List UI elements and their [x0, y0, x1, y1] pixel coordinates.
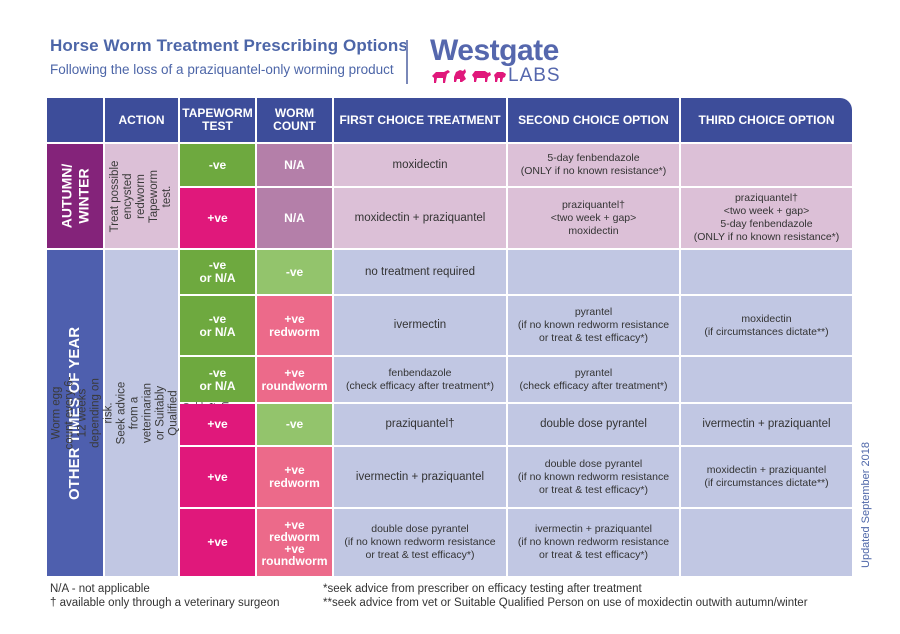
first-choice-cell: moxidectin [334, 144, 506, 186]
worm-count-result: +ve redworm [257, 447, 332, 507]
tapeworm-result: -ve or N/A [180, 357, 255, 402]
col-worm-count: WORM COUNT [257, 98, 332, 142]
worm-count-result: +ve redworm [257, 296, 332, 355]
footnote-star: *seek advice from prescriber on efficacy… [323, 583, 642, 595]
page-subtitle: Following the loss of a praziquantel-onl… [50, 62, 394, 77]
tapeworm-result: +ve [180, 188, 255, 248]
col-second-choice: SECOND CHOICE OPTION [508, 98, 679, 142]
animals-icon [432, 69, 506, 83]
footnote-na: N/A - not applicable [50, 583, 150, 595]
worm-count-result: N/A [257, 188, 332, 248]
second-choice-cell: pyrantel (if no known redworm resistance… [508, 296, 679, 355]
first-choice-cell: moxidectin + praziquantel [334, 188, 506, 248]
third-choice-cell [681, 357, 852, 402]
tapeworm-result: -ve [180, 144, 255, 186]
page-title: Horse Worm Treatment Prescribing Options [50, 36, 408, 55]
col-first-choice: FIRST CHOICE TREATMENT [334, 98, 506, 142]
first-choice-cell: double dose pyrantel (if no known redwor… [334, 509, 506, 576]
third-choice-cell: moxidectin + praziquantel (if circumstan… [681, 447, 852, 507]
third-choice-cell: moxidectin (if circumstances dictate**) [681, 296, 852, 355]
worm-count-result: +ve roundworm [257, 357, 332, 402]
first-choice-cell: ivermectin [334, 296, 506, 355]
worm-count-result: -ve [257, 250, 332, 294]
footnote-double-star: **seek advice from vet or Suitable Quali… [323, 597, 808, 609]
logo-labs: LABS [508, 65, 561, 86]
header-divider [406, 40, 408, 84]
first-choice-cell: no treatment required [334, 250, 506, 294]
action-other: Worm egg count every 6-12 weeks dependin… [51, 250, 232, 576]
tapeworm-result: +ve [180, 509, 255, 576]
third-choice-cell: praziquantel† <two week + gap> 5-day fen… [681, 188, 852, 248]
westgate-labs-logo: Westgate LABS [430, 34, 580, 86]
tapeworm-result: +ve [180, 447, 255, 507]
tapeworm-result: -ve or N/A [180, 296, 255, 355]
second-choice-cell [508, 250, 679, 294]
third-choice-cell [681, 509, 852, 576]
worm-count-result: N/A [257, 144, 332, 186]
col-third-choice: THIRD CHOICE OPTION [681, 98, 852, 142]
first-choice-cell: fenbendazole (check efficacy after treat… [334, 357, 506, 402]
second-choice-cell: praziquantel† <two week + gap> moxidecti… [508, 188, 679, 248]
second-choice-cell: double dose pyrantel [508, 404, 679, 445]
autumn-winter-label: AUTUMN/ WINTER [58, 163, 92, 229]
section-autumn-winter: AUTUMN/ WINTER [47, 144, 103, 248]
updated-note: Updated September 2018 [860, 442, 873, 568]
col-action: ACTION [105, 98, 178, 142]
third-choice-cell [681, 144, 852, 186]
second-choice-cell: pyrantel (check efficacy after treatment… [508, 357, 679, 402]
worm-count-result: +ve redworm +ve roundworm [257, 509, 332, 576]
tapeworm-result: -ve or N/A [180, 250, 255, 294]
footnote-dagger: † available only through a veterinary su… [50, 597, 280, 609]
second-choice-cell: 5-day fenbendazole (ONLY if no known res… [508, 144, 679, 186]
first-choice-cell: praziquantel† [334, 404, 506, 445]
second-choice-cell: double dose pyrantel (if no known redwor… [508, 447, 679, 507]
action-autumn: Treat possible encysted redworm Tapeworm… [105, 144, 178, 248]
tapeworm-result: +ve [180, 404, 255, 445]
worm-count-result: -ve [257, 404, 332, 445]
logo-wordmark: Westgate [430, 34, 559, 67]
third-choice-cell: ivermectin + praziquantel [681, 404, 852, 445]
first-choice-cell: ivermectin + praziquantel [334, 447, 506, 507]
third-choice-cell [681, 250, 852, 294]
treatment-table: ACTION TAPEWORM TEST WORM COUNT FIRST CH… [47, 98, 852, 576]
section-other-times: OTHER TIMES OF YEAR [47, 250, 103, 576]
header-corner [47, 98, 103, 142]
col-tapeworm-test: TAPEWORM TEST [180, 98, 255, 142]
second-choice-cell: ivermectin + praziquantel (if no known r… [508, 509, 679, 576]
